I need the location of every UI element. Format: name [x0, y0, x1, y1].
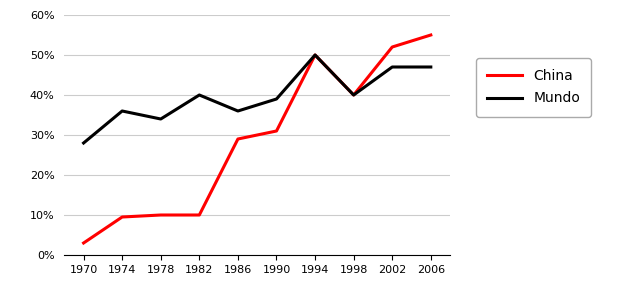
- China: [311, 53, 319, 57]
- Mundo: [427, 65, 435, 69]
- China: [157, 213, 165, 217]
- Mundo: [311, 53, 319, 57]
- China: [195, 213, 203, 217]
- Mundo: [80, 141, 87, 145]
- China: [234, 137, 242, 141]
- China: [118, 215, 126, 219]
- China: [427, 33, 435, 37]
- Mundo: [157, 117, 165, 121]
- China: [350, 93, 358, 97]
- Line: Mundo: Mundo: [84, 55, 431, 143]
- Mundo: [195, 93, 203, 97]
- China: [388, 45, 396, 49]
- China: [80, 241, 87, 245]
- Legend: China, Mundo: China, Mundo: [476, 58, 592, 116]
- Line: China: China: [84, 35, 431, 243]
- Mundo: [388, 65, 396, 69]
- Mundo: [234, 109, 242, 113]
- Mundo: [273, 97, 280, 101]
- China: [273, 129, 280, 133]
- Mundo: [350, 93, 358, 97]
- Mundo: [118, 109, 126, 113]
